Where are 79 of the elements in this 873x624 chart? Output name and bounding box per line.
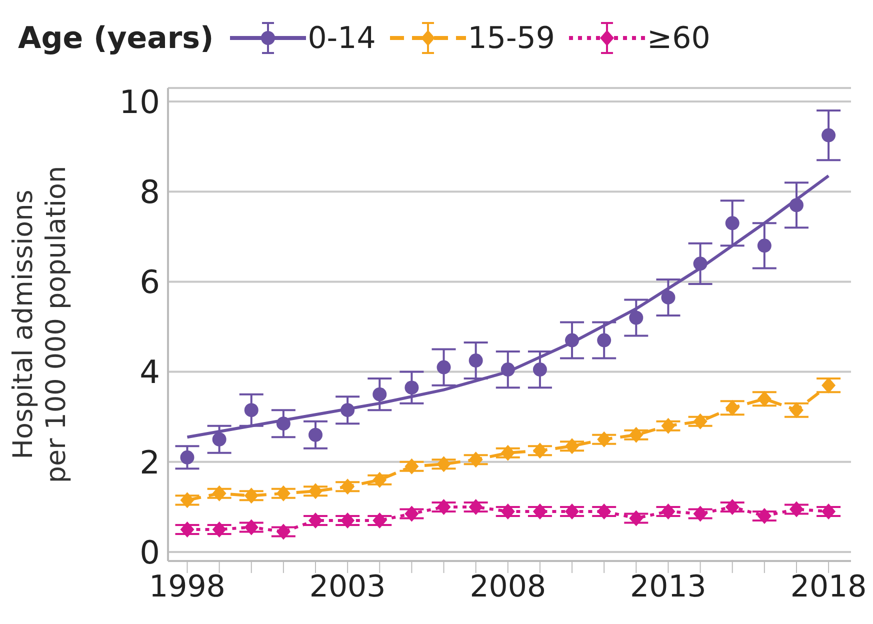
- point: [212, 432, 226, 446]
- point: [404, 458, 419, 474]
- point: [372, 387, 387, 402]
- point: [789, 402, 804, 418]
- point: [372, 512, 387, 528]
- point: [565, 333, 580, 348]
- point: [436, 360, 451, 374]
- point: [308, 512, 322, 528]
- point: [693, 413, 708, 430]
- legend-label: 0-14: [308, 20, 376, 56]
- y-tick-label: 6: [140, 263, 160, 302]
- point: [661, 290, 676, 304]
- point: [693, 506, 708, 522]
- point: [565, 438, 580, 454]
- x-tick-label: 2018: [790, 569, 867, 604]
- point: [372, 472, 387, 488]
- point: [436, 498, 451, 515]
- point: [757, 508, 772, 524]
- point: [822, 503, 836, 520]
- point: [565, 503, 580, 520]
- point: [244, 519, 258, 536]
- point: [468, 498, 483, 515]
- point: [180, 521, 194, 538]
- legend-label: ≥60: [646, 20, 710, 56]
- point: [276, 485, 290, 502]
- point: [725, 498, 740, 515]
- point: [436, 456, 451, 472]
- point: [180, 492, 194, 508]
- point: [757, 390, 772, 407]
- point: [629, 310, 644, 325]
- point: [276, 524, 290, 540]
- point: [597, 503, 612, 520]
- point: [822, 377, 836, 394]
- point: [725, 216, 740, 230]
- point: [340, 403, 355, 418]
- y-tick-label: 8: [140, 172, 160, 211]
- legend-label: 15-59: [468, 20, 555, 56]
- y-tick-label: 0: [140, 533, 160, 572]
- point: [244, 488, 258, 504]
- point: [789, 198, 804, 212]
- x-tick-label: 2008: [470, 569, 546, 604]
- legend-title: Age (years): [18, 20, 214, 56]
- point: [693, 256, 708, 271]
- point: [340, 478, 355, 495]
- point: [532, 503, 547, 520]
- point: [276, 416, 290, 431]
- point: [180, 450, 194, 464]
- point: [629, 426, 644, 443]
- point: [629, 510, 644, 526]
- y-tick-label: 4: [140, 353, 160, 392]
- y-axis-title: Hospital admissions per 100 000 population: [8, 166, 72, 484]
- point: [468, 354, 483, 368]
- y-tick-label: 10: [119, 82, 160, 121]
- point: [597, 333, 612, 348]
- point: [500, 444, 515, 461]
- point: [822, 128, 836, 142]
- point: [308, 483, 322, 500]
- x-tick-label: 2013: [630, 569, 706, 604]
- point: [725, 400, 740, 416]
- point: [532, 442, 547, 459]
- point: [500, 503, 515, 520]
- point: [308, 428, 322, 442]
- point: [532, 362, 547, 377]
- point: [789, 501, 804, 518]
- point: [597, 431, 612, 448]
- point: [212, 521, 226, 538]
- point: [757, 238, 772, 253]
- point: [404, 380, 419, 395]
- point: [404, 506, 419, 522]
- point: [661, 418, 676, 434]
- x-tick-label: 2003: [309, 569, 386, 604]
- point: [244, 403, 258, 418]
- y-tick-label: 2: [140, 443, 160, 482]
- point: [661, 503, 676, 520]
- point: [500, 362, 515, 377]
- point: [468, 452, 483, 468]
- x-tick-label: 1998: [149, 569, 226, 604]
- point: [212, 485, 226, 502]
- point: [340, 512, 355, 528]
